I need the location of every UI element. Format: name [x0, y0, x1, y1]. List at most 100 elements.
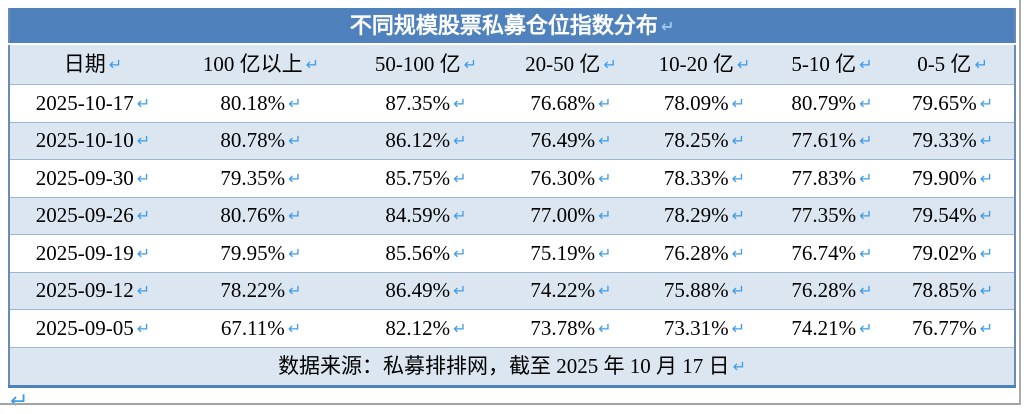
line-break-mark: ↵	[598, 131, 612, 151]
table-title-row: 不同规模股票私募仓位指数分布 ↵	[9, 8, 1016, 45]
value-cell[interactable]: 67.11% ↵	[176, 309, 346, 348]
date-cell[interactable]: 2025-10-17 ↵	[9, 84, 176, 123]
line-break-mark: ↵	[731, 281, 746, 301]
date-cell[interactable]: 2025-09-12 ↵	[9, 272, 176, 310]
line-break-mark: ↵	[136, 206, 151, 226]
date-cell[interactable]: 2025-09-26 ↵	[9, 197, 176, 235]
line-break-mark: ↵	[731, 131, 746, 151]
value-cell[interactable]: 77.35% ↵	[773, 197, 891, 235]
line-break-mark: ↵	[288, 243, 302, 263]
table-row: 2025-10-17 ↵ 80.18% ↵ 87.35% ↵ 76.68% ↵ 78.0…	[9, 84, 1016, 123]
line-break-mark: ↵	[598, 206, 612, 226]
line-break-mark: ↵	[974, 55, 988, 74]
value-cell[interactable]: 76.68% ↵	[506, 84, 636, 123]
table-row: 2025-09-26 ↵ 80.76% ↵ 84.59% ↵ 77.00% ↵ 78.2…	[9, 197, 1016, 235]
column-header[interactable]: 10-20 亿 ↵	[636, 44, 773, 85]
value-cell[interactable]: 84.59% ↵	[346, 197, 506, 235]
line-break-mark: ↵	[453, 168, 467, 188]
column-header[interactable]: 50-100 亿 ↵	[346, 44, 506, 85]
value-cell[interactable]: 85.75% ↵	[346, 159, 506, 198]
line-break-mark: ↵	[136, 131, 151, 151]
value-cell[interactable]: 76.30% ↵	[506, 159, 636, 198]
column-header[interactable]: 20-50 亿 ↵	[506, 44, 636, 85]
value-cell[interactable]: 86.12% ↵	[346, 122, 506, 160]
line-break-mark: ↵	[859, 206, 873, 226]
value-cell[interactable]: 82.12% ↵	[346, 309, 506, 348]
value-cell[interactable]: 79.33% ↵	[891, 122, 1016, 160]
value-cell[interactable]: 76.49% ↵	[506, 122, 636, 160]
line-break-mark: ↵	[731, 318, 746, 338]
value-cell[interactable]: 77.61% ↵	[773, 122, 891, 160]
value-cell[interactable]: 78.09% ↵	[636, 84, 773, 123]
line-break-mark: ↵	[859, 318, 873, 338]
line-break-mark: ↵	[979, 131, 994, 151]
line-break-mark: ↵	[453, 206, 467, 226]
value-cell[interactable]: 79.54% ↵	[891, 197, 1016, 235]
value-cell[interactable]: 79.02% ↵	[891, 234, 1016, 273]
column-header[interactable]: 0-5 亿 ↵	[891, 44, 1016, 85]
line-break-mark: ↵	[463, 55, 478, 74]
value-cell[interactable]: 73.31% ↵	[636, 309, 773, 348]
value-cell[interactable]: 78.33% ↵	[636, 159, 773, 198]
line-break-mark: ↵	[453, 243, 467, 263]
value-cell[interactable]: 78.25% ↵	[636, 122, 773, 160]
value-cell[interactable]: 77.00% ↵	[506, 197, 636, 235]
table-title[interactable]: 不同规模股票私募仓位指数分布 ↵	[9, 8, 1016, 45]
date-cell[interactable]: 2025-09-05 ↵	[9, 309, 176, 348]
value-cell[interactable]: 76.74% ↵	[773, 234, 891, 273]
column-header[interactable]: 100 亿以上 ↵	[176, 44, 346, 85]
line-break-mark: ↵	[453, 131, 467, 151]
position-index-table: 不同规模股票私募仓位指数分布 ↵ 日期 ↵ 100 亿以上 ↵ 50-100 亿 ↵ 2…	[8, 8, 1017, 388]
value-cell[interactable]: 79.95% ↵	[176, 234, 346, 273]
value-cell[interactable]: 79.90% ↵	[891, 159, 1016, 198]
value-cell[interactable]: 76.28% ↵	[636, 234, 773, 273]
line-break-mark: ↵	[288, 93, 302, 113]
value-cell[interactable]: 76.77% ↵	[891, 309, 1016, 348]
line-break-mark: ↵	[979, 168, 994, 188]
value-cell[interactable]: 77.83% ↵	[773, 159, 891, 198]
date-cell[interactable]: 2025-10-10 ↵	[9, 122, 176, 160]
value-cell[interactable]: 74.22% ↵	[506, 272, 636, 310]
value-cell[interactable]: 80.78% ↵	[176, 122, 346, 160]
line-break-mark: ↵	[598, 93, 612, 113]
value-cell[interactable]: 75.88% ↵	[636, 272, 773, 310]
line-break-mark: ↵	[288, 168, 302, 188]
line-break-mark: ↵	[979, 243, 994, 263]
value-cell[interactable]: 75.19% ↵	[506, 234, 636, 273]
value-cell[interactable]: 78.22% ↵	[176, 272, 346, 310]
line-break-mark: ↵	[598, 168, 612, 188]
line-break-mark: ↵	[136, 318, 151, 338]
line-break-mark: ↵	[979, 206, 994, 226]
value-cell[interactable]: 80.79% ↵	[773, 84, 891, 123]
line-break-mark: ↵	[732, 356, 746, 376]
value-cell[interactable]: 78.85% ↵	[891, 272, 1016, 310]
line-break-mark: ↵	[731, 168, 746, 188]
line-break-mark: ↵	[859, 93, 873, 113]
value-cell[interactable]: 86.49% ↵	[346, 272, 506, 310]
date-cell[interactable]: 2025-09-19 ↵	[9, 234, 176, 273]
page-bottom-edge-line	[0, 403, 1021, 405]
value-cell[interactable]: 76.28% ↵	[773, 272, 891, 310]
line-break-mark: ↵	[736, 55, 751, 74]
value-cell[interactable]: 74.21% ↵	[773, 309, 891, 348]
data-source-note[interactable]: 数据来源：私募排排网，截至 2025 年 10 月 17 日 ↵	[9, 347, 1016, 386]
column-header-date[interactable]: 日期 ↵	[9, 44, 176, 85]
value-cell[interactable]: 78.29% ↵	[636, 197, 773, 235]
value-cell[interactable]: 80.18% ↵	[176, 84, 346, 123]
value-cell[interactable]: 73.78% ↵	[506, 309, 636, 348]
value-cell[interactable]: 80.76% ↵	[176, 197, 346, 235]
line-break-mark: ↵	[859, 168, 873, 188]
line-break-mark: ↵	[453, 281, 467, 301]
line-break-mark: ↵	[288, 206, 302, 226]
table-row: 2025-09-19 ↵ 79.95% ↵ 85.56% ↵ 75.19% ↵ 76.2…	[9, 234, 1016, 273]
column-header[interactable]: 5-10 亿 ↵	[773, 44, 891, 85]
line-break-mark: ↵	[660, 16, 675, 36]
date-cell[interactable]: 2025-09-30 ↵	[9, 159, 176, 198]
line-break-mark: ↵	[731, 93, 746, 113]
line-break-mark: ↵	[603, 55, 617, 74]
value-cell[interactable]: 85.56% ↵	[346, 234, 506, 273]
value-cell[interactable]: 79.35% ↵	[176, 159, 346, 198]
value-cell[interactable]: 79.65% ↵	[891, 84, 1016, 123]
value-cell[interactable]: 87.35% ↵	[346, 84, 506, 123]
